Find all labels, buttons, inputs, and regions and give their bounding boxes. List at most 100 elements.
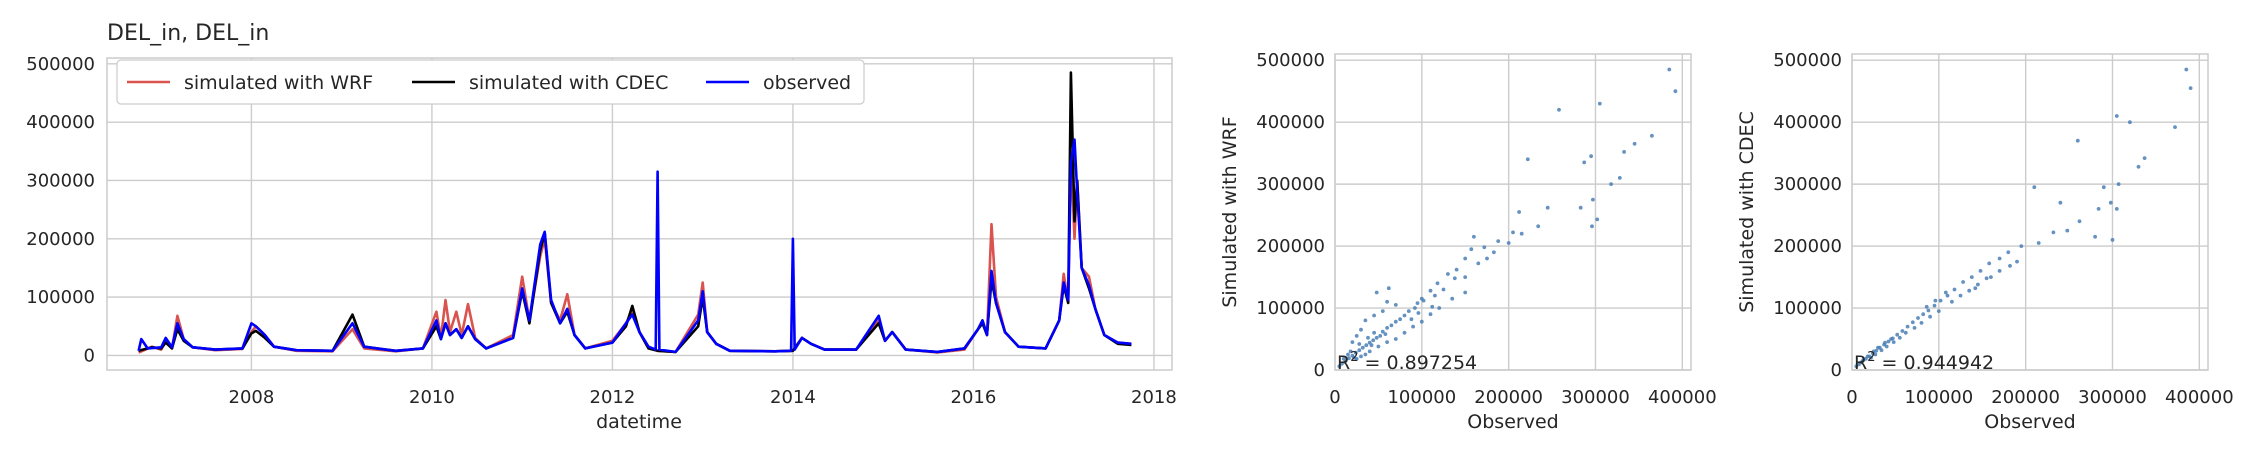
scatter-point xyxy=(1900,329,1905,333)
scatter-point xyxy=(1609,182,1613,187)
scatter-point xyxy=(1924,304,1929,309)
scatter-point xyxy=(1973,286,1978,291)
scatter-point xyxy=(1357,342,1362,346)
scatter-wrf-panel: 0 100000 200000 300000 400000 0 100000 200000 3… xyxy=(1219,50,1717,433)
scatter-point xyxy=(1967,288,1972,293)
scatter-point xyxy=(2101,185,2106,190)
scatter-point xyxy=(1517,210,1521,214)
scatter-point xyxy=(1545,205,1550,210)
scatter-point xyxy=(1945,293,1950,298)
scatter-cdec-ylabel: Simulated with CDEC xyxy=(1736,111,1758,313)
scatter-point xyxy=(1450,296,1455,301)
scatter-point xyxy=(1380,329,1385,334)
scatter-point xyxy=(2006,250,2011,255)
y-tick-label: 400000 xyxy=(1256,112,1325,133)
scatter-point xyxy=(1865,354,1870,359)
x-tick-label: 200000 xyxy=(1474,387,1543,408)
scatter-wrf-ylabel: Simulated with WRF xyxy=(1219,116,1241,307)
scatter-point xyxy=(1359,354,1363,359)
scatter-point xyxy=(1374,290,1379,295)
scatter-point xyxy=(1976,282,1980,287)
y-tick-label: 400000 xyxy=(26,112,95,133)
scatter-point xyxy=(1367,349,1372,354)
scatter-point xyxy=(1617,176,1622,180)
scatter-point xyxy=(1350,340,1355,344)
scatter-wrf-r2: R2 = 0.897254 xyxy=(1337,350,1477,374)
legend-entry-observed: observed xyxy=(763,72,851,94)
x-tick-label: 300000 xyxy=(2078,387,2147,408)
scatter-point xyxy=(1891,340,1896,344)
scatter-point xyxy=(1597,101,1602,106)
scatter-point xyxy=(1433,293,1437,298)
legend-entry-cdec: simulated with CDEC xyxy=(469,72,668,94)
scatter-point xyxy=(1385,340,1389,344)
scatter-point xyxy=(1472,234,1476,239)
scatter-point xyxy=(1987,261,1992,266)
scatter-point xyxy=(1419,319,1424,324)
scatter-point xyxy=(1928,314,1932,319)
y-tick-label: 200000 xyxy=(1256,236,1325,257)
series-line-2 xyxy=(137,138,1132,354)
scatter-point xyxy=(1378,334,1383,338)
scatter-point xyxy=(1347,356,1351,361)
y-tick-label: 100000 xyxy=(1256,298,1325,319)
scatter-point xyxy=(1413,306,1417,310)
scatter-point xyxy=(1511,230,1515,235)
scatter-point xyxy=(1386,286,1391,291)
scatter-point xyxy=(1446,272,1450,276)
scatter-point xyxy=(1452,276,1457,281)
y-tick-label: 0 xyxy=(1314,360,1325,381)
scatter-point xyxy=(2136,164,2141,169)
scatter-wrf-points xyxy=(1337,67,1678,369)
scatter-point xyxy=(1360,345,1365,350)
scatter-point xyxy=(1372,313,1376,318)
scatter-point xyxy=(1943,290,1948,295)
scatter-point xyxy=(1366,335,1370,340)
scatter-point xyxy=(1369,343,1374,348)
scatter-point xyxy=(1435,281,1440,286)
scatter-point xyxy=(1463,275,1468,279)
timeseries-xlabel: datetime xyxy=(596,411,682,433)
scatter-point xyxy=(1492,250,1496,255)
y-tick-label: 200000 xyxy=(1773,236,1842,257)
scatter-point xyxy=(1667,67,1672,72)
scatter-point xyxy=(1889,337,1893,341)
scatter-point xyxy=(1398,317,1402,322)
scatter-point xyxy=(1441,287,1446,292)
scatter-point xyxy=(1385,299,1389,304)
scatter-point xyxy=(1958,293,1963,298)
scatter-point xyxy=(1372,330,1376,335)
scatter-point xyxy=(1595,217,1600,222)
scatter-point xyxy=(2051,230,2056,235)
scatter-point xyxy=(2188,86,2193,90)
scatter-point xyxy=(1393,303,1398,307)
scatter-point xyxy=(1978,269,1983,273)
scatter-point xyxy=(1419,296,1424,301)
scatter-point xyxy=(1469,247,1474,252)
scatter-point xyxy=(1912,326,1917,330)
scatter-point xyxy=(2114,207,2119,211)
y-tick-label: 500000 xyxy=(1256,50,1325,71)
scatter-point xyxy=(1590,224,1594,229)
x-tick-label: 2018 xyxy=(1131,387,1177,408)
scatter-point xyxy=(2019,244,2024,249)
y-tick-label: 0 xyxy=(84,345,95,366)
x-tick-label: 2012 xyxy=(590,387,636,408)
scatter-point xyxy=(1858,360,1863,365)
scatter-point xyxy=(1932,303,1937,308)
scatter-point xyxy=(2058,200,2063,205)
scatter-point xyxy=(1936,309,1941,313)
scatter-point xyxy=(2008,264,2012,268)
scatter-point xyxy=(1415,301,1420,305)
x-tick-label: 100000 xyxy=(1904,387,1973,408)
scatter-point xyxy=(1437,306,1442,310)
scatter-point xyxy=(1406,309,1411,313)
scatter-point xyxy=(1879,348,1884,353)
scatter-point xyxy=(1582,160,1587,165)
scatter-point xyxy=(1997,256,2002,261)
scatter-point xyxy=(1383,332,1388,336)
scatter-point xyxy=(1371,338,1376,343)
scatter-point xyxy=(1430,304,1435,309)
scatter-point xyxy=(1876,345,1880,350)
